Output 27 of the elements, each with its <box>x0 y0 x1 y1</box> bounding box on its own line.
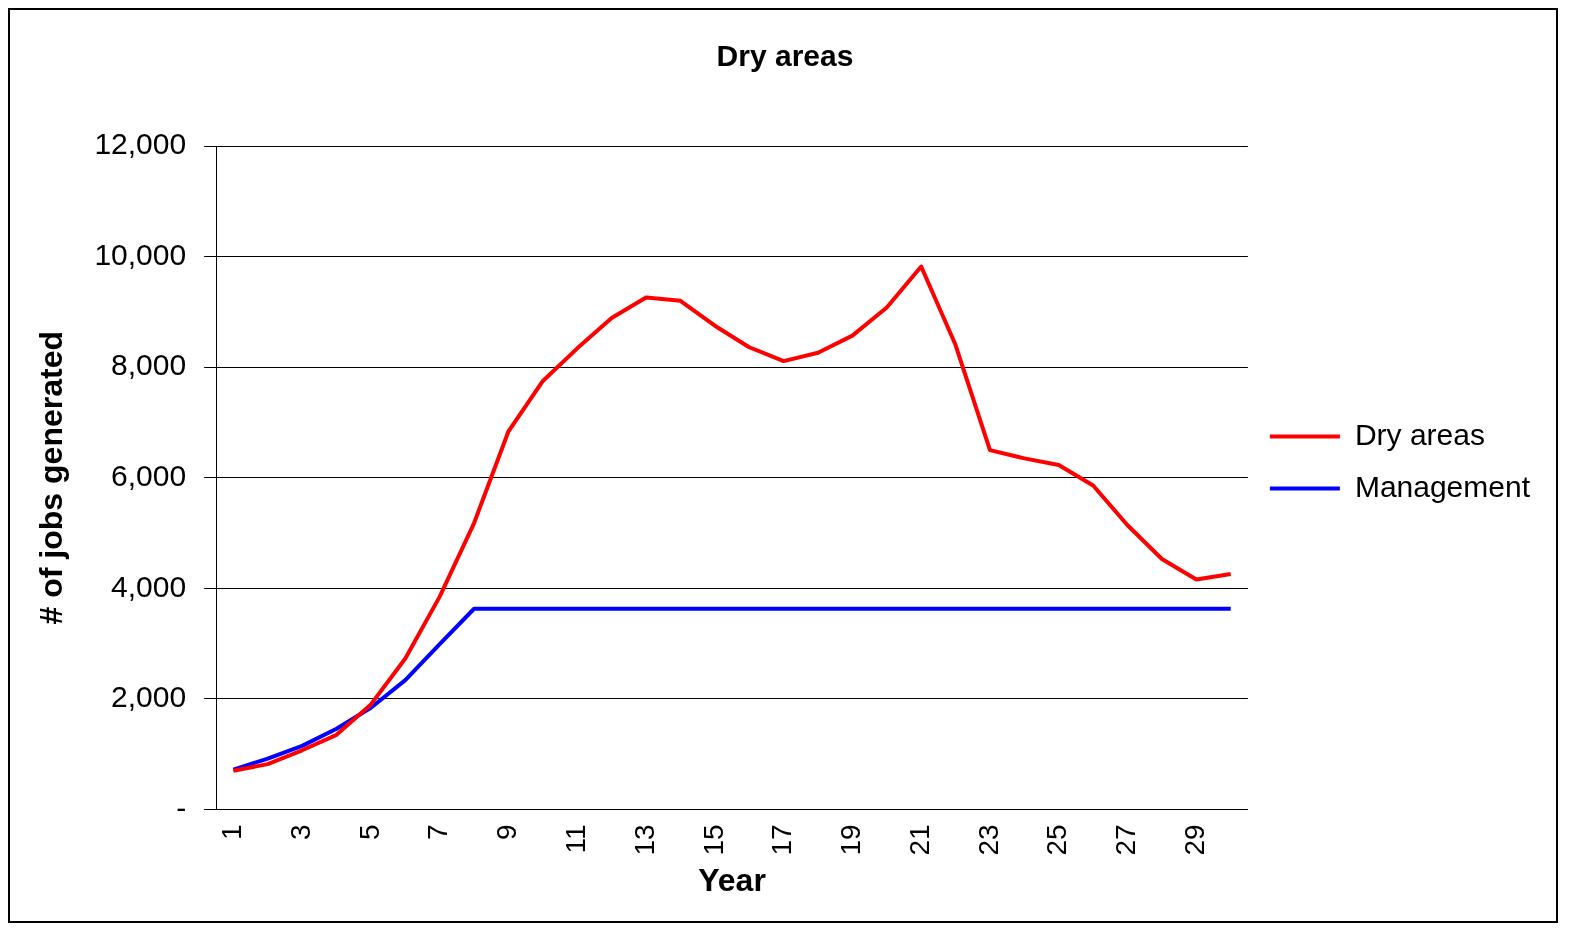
y-tick-label: 2,000 <box>111 680 187 714</box>
x-tick-label: 5 <box>353 824 385 841</box>
x-tick-label: 27 <box>1110 824 1142 856</box>
x-tick-label: 9 <box>491 824 523 841</box>
x-tick-label: 13 <box>628 824 660 856</box>
legend-label: Dry areas <box>1354 417 1485 451</box>
x-tick-label: 7 <box>422 824 454 841</box>
y-tick-label: 12,000 <box>94 127 187 161</box>
x-tick-label: 19 <box>835 824 867 856</box>
chart-title: Dry areas <box>716 39 854 73</box>
y-axis-title: # of jobs generated <box>33 331 70 625</box>
x-tick-label: 21 <box>903 824 935 856</box>
legend-label: Management <box>1354 469 1531 503</box>
y-tick-label: 8,000 <box>111 348 187 382</box>
x-tick-label: 23 <box>972 824 1004 856</box>
x-tick-label: 15 <box>697 824 729 856</box>
x-tick-label: 17 <box>766 824 798 856</box>
y-tick-label: 10,000 <box>94 237 187 271</box>
x-tick-label: 11 <box>559 824 591 854</box>
y-tick-label: 4,000 <box>111 569 187 603</box>
y-tick-label: 6,000 <box>111 458 187 492</box>
x-axis-title: Year <box>698 861 766 898</box>
x-tick-label: 25 <box>1041 824 1073 856</box>
y-tick-label: - <box>176 790 187 824</box>
x-tick-label: 3 <box>284 824 316 841</box>
x-tick-label: 29 <box>1179 824 1211 856</box>
x-tick-label: 1 <box>216 824 248 841</box>
